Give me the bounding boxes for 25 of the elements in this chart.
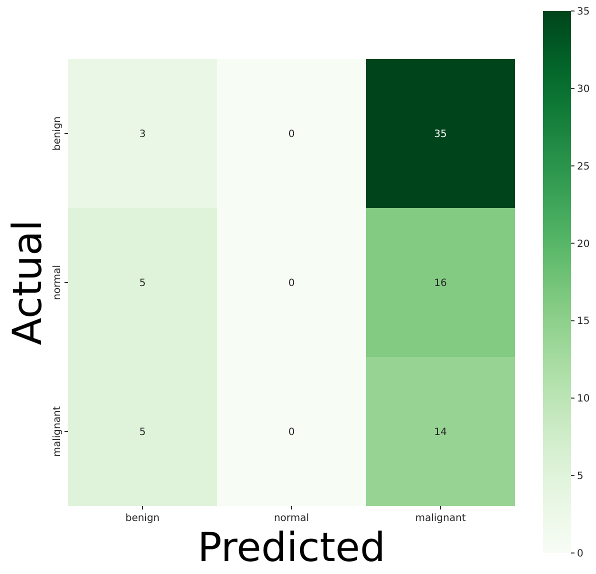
color-bar-label: 0 xyxy=(577,548,584,560)
color-bar-label: 25 xyxy=(577,161,590,172)
data-label: 16 xyxy=(434,278,447,289)
data-label: 35 xyxy=(434,129,447,140)
data-label: 0 xyxy=(288,278,295,289)
data-label: 5 xyxy=(139,427,146,438)
x-tick-label: benign xyxy=(125,513,160,524)
color-bar-label: 20 xyxy=(577,238,590,250)
color-bar-label: 15 xyxy=(577,316,590,328)
y-axis-title: Actual xyxy=(5,220,51,346)
color-bar-label: 35 xyxy=(577,6,590,18)
data-label: 0 xyxy=(288,427,295,438)
y-tick-label: benign xyxy=(52,116,63,151)
x-axis-title: Predicted xyxy=(198,525,386,571)
y-tick-label: malignant xyxy=(52,406,63,457)
color-bar-label: 5 xyxy=(577,471,584,482)
x-tick-label: malignant xyxy=(415,513,466,524)
data-label: 5 xyxy=(139,278,146,289)
data-label: 0 xyxy=(288,129,295,140)
y-tick-label: normal xyxy=(52,264,63,300)
color-bar-label: 30 xyxy=(577,84,590,95)
data-label: 3 xyxy=(139,129,146,140)
color-bar-label: 10 xyxy=(577,394,590,405)
x-tick-label: normal xyxy=(274,513,310,524)
data-label: 14 xyxy=(434,427,447,438)
